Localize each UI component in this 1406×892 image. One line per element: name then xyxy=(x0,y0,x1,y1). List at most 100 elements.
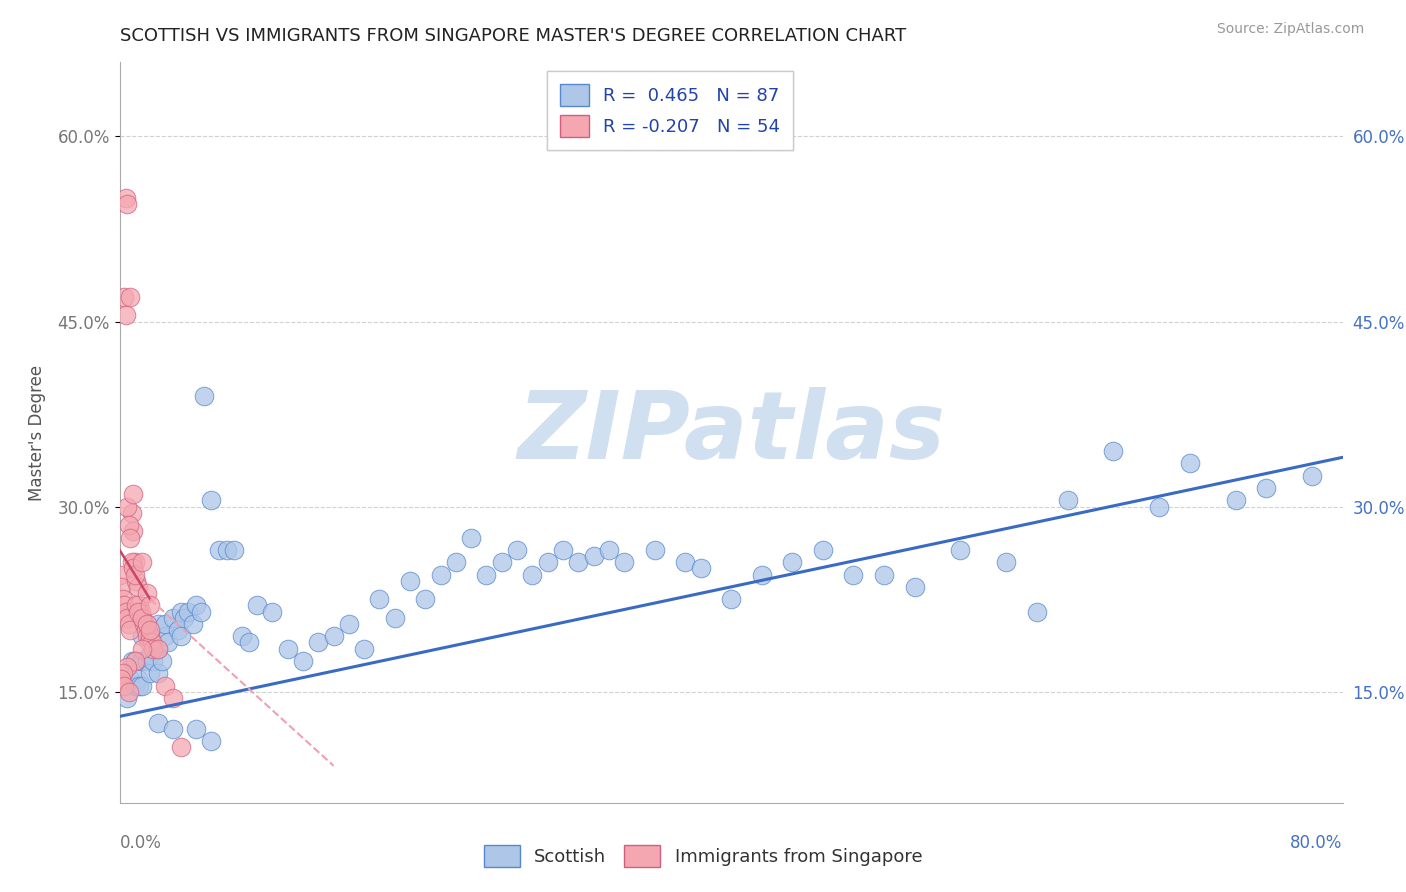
Point xyxy=(292,654,315,668)
Point xyxy=(114,309,136,323)
Point xyxy=(142,641,165,656)
Point xyxy=(125,599,148,613)
Point xyxy=(200,734,222,748)
Point xyxy=(114,191,136,205)
Point xyxy=(146,715,169,730)
Point xyxy=(150,654,173,668)
Point xyxy=(689,561,711,575)
Point xyxy=(124,567,146,582)
Y-axis label: Master's Degree: Master's Degree xyxy=(28,365,46,500)
Point xyxy=(169,629,191,643)
Point xyxy=(177,605,200,619)
Point xyxy=(384,611,406,625)
Point xyxy=(522,567,544,582)
Point xyxy=(138,635,160,649)
Point xyxy=(475,567,498,582)
Point xyxy=(184,722,207,736)
Point xyxy=(134,623,156,637)
Point xyxy=(190,605,212,619)
Point xyxy=(136,654,159,668)
Point xyxy=(131,555,153,569)
Point xyxy=(111,666,134,681)
Point xyxy=(238,635,260,649)
Point xyxy=(111,592,134,607)
Point xyxy=(139,666,162,681)
Point xyxy=(277,641,299,656)
Point xyxy=(169,740,191,755)
Point xyxy=(1256,481,1278,495)
Point xyxy=(112,679,135,693)
Point xyxy=(155,629,177,643)
Point xyxy=(131,641,153,656)
Point xyxy=(127,605,149,619)
Point xyxy=(873,567,896,582)
Point xyxy=(368,592,391,607)
Point xyxy=(146,641,169,656)
Point xyxy=(120,623,142,637)
Point xyxy=(429,567,451,582)
Point xyxy=(353,641,375,656)
Point xyxy=(169,605,191,619)
Point xyxy=(598,542,620,557)
Point xyxy=(146,641,169,656)
Point xyxy=(127,580,149,594)
Point xyxy=(1178,457,1201,471)
Point xyxy=(399,574,422,588)
Text: Source: ZipAtlas.com: Source: ZipAtlas.com xyxy=(1216,22,1364,37)
Point xyxy=(139,648,162,662)
Point xyxy=(1102,444,1125,458)
Text: 80.0%: 80.0% xyxy=(1291,834,1343,852)
Point xyxy=(124,654,146,668)
Point xyxy=(115,690,138,705)
Point xyxy=(995,555,1018,569)
Point xyxy=(155,616,177,631)
Point xyxy=(166,623,188,637)
Point xyxy=(118,616,141,631)
Point xyxy=(131,654,153,668)
Point xyxy=(208,542,231,557)
Point xyxy=(121,506,143,520)
Point xyxy=(128,599,150,613)
Point xyxy=(1301,468,1323,483)
Point xyxy=(491,555,513,569)
Point xyxy=(751,567,773,582)
Point xyxy=(246,599,269,613)
Point xyxy=(122,524,145,539)
Text: 0.0%: 0.0% xyxy=(120,834,162,852)
Point xyxy=(121,555,143,569)
Point xyxy=(146,616,169,631)
Point xyxy=(108,567,131,582)
Point xyxy=(231,629,253,643)
Point xyxy=(131,629,153,643)
Point xyxy=(567,555,589,569)
Point xyxy=(322,629,344,643)
Point xyxy=(224,542,246,557)
Point xyxy=(842,567,865,582)
Point xyxy=(110,673,132,687)
Point xyxy=(120,290,142,304)
Point xyxy=(127,673,149,687)
Point xyxy=(112,290,135,304)
Point xyxy=(125,574,148,588)
Point xyxy=(136,616,159,631)
Point xyxy=(139,629,162,643)
Point xyxy=(1149,500,1171,514)
Point xyxy=(949,542,972,557)
Point xyxy=(582,549,605,563)
Legend: R =  0.465   N = 87, R = -0.207   N = 54: R = 0.465 N = 87, R = -0.207 N = 54 xyxy=(547,71,793,150)
Point xyxy=(413,592,436,607)
Point xyxy=(122,487,145,501)
Point xyxy=(613,555,636,569)
Point xyxy=(139,623,162,637)
Point xyxy=(124,555,146,569)
Point xyxy=(139,599,162,613)
Point xyxy=(142,654,165,668)
Point xyxy=(120,673,142,687)
Point xyxy=(460,531,482,545)
Point xyxy=(110,580,132,594)
Point xyxy=(506,542,529,557)
Point xyxy=(181,616,204,631)
Point xyxy=(673,555,696,569)
Point xyxy=(782,555,804,569)
Point xyxy=(184,599,207,613)
